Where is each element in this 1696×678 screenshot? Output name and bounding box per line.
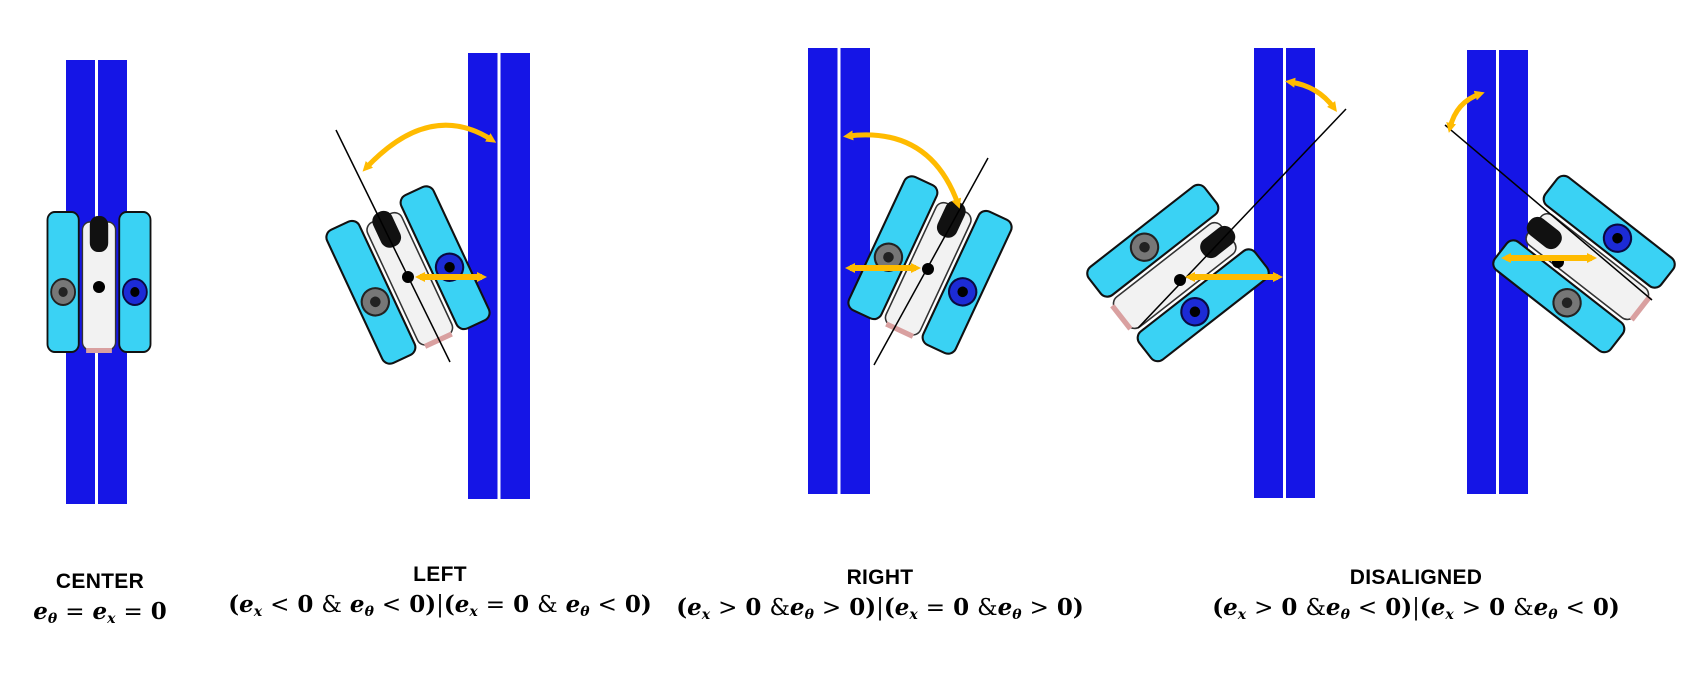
angle-arrow <box>843 130 962 209</box>
caption-center: CENTER eθ = ex = 0 <box>10 570 190 627</box>
caption-disaligned: DISALIGNED (ex > 0 &eθ < 0)|(ex > 0 &eθ … <box>1196 566 1636 623</box>
heading-line <box>873 157 989 366</box>
panel-left <box>322 53 530 499</box>
formula: (ex < 0 & eθ < 0)|(ex = 0 & eθ < 0) <box>228 591 652 620</box>
center-point <box>1174 274 1186 286</box>
panel-center <box>46 60 152 504</box>
angle-arrow <box>1285 77 1337 113</box>
panel-disaligned-a <box>1082 48 1347 498</box>
center-point <box>922 263 934 275</box>
formula: eθ = ex = 0 <box>33 598 167 627</box>
heading-line <box>1444 124 1653 301</box>
robot <box>1082 180 1274 367</box>
caption-right: RIGHT (ex > 0 &eθ > 0)|(ex = 0 &eθ > 0) <box>670 566 1090 623</box>
formula: (ex > 0 &eθ > 0)|(ex = 0 &eθ > 0) <box>676 594 1084 623</box>
heading-line <box>1137 108 1347 329</box>
formula: (ex > 0 &eθ < 0)|(ex > 0 &eθ < 0) <box>1212 594 1620 623</box>
heading-line <box>335 129 451 363</box>
panel-title: LEFT <box>413 563 467 586</box>
panel-title: RIGHT <box>846 566 914 589</box>
panel-disaligned-b <box>1444 50 1680 494</box>
center-point <box>402 271 414 283</box>
angle-arrow <box>362 122 497 172</box>
angle-arrow <box>1446 90 1485 133</box>
panel-title: DISALIGNED <box>1349 566 1483 589</box>
panel-title: CENTER <box>55 570 145 593</box>
caption-left: LEFT (ex < 0 & eθ < 0)|(ex = 0 & eθ < 0) <box>210 563 670 620</box>
panel-right <box>808 48 1016 494</box>
center-point <box>93 281 105 293</box>
